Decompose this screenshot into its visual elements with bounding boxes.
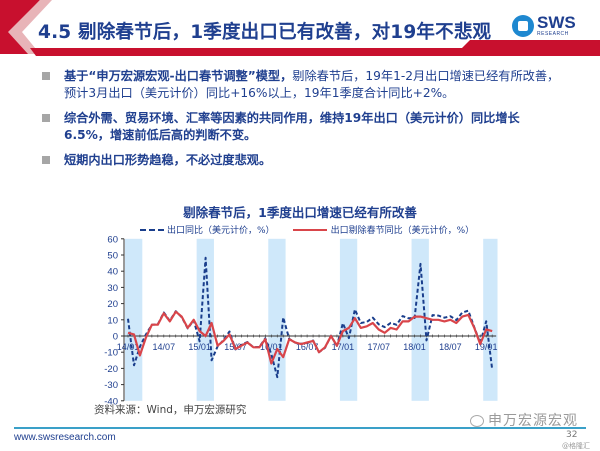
square-bullet-icon <box>42 72 50 80</box>
sws-logo-icon <box>512 14 534 37</box>
wechat-icon <box>470 415 484 427</box>
x-tick-label: 17/07 <box>367 342 390 352</box>
bullet-text: 剔除春节后，19年1-2月出口增速已经有所改善，预计3月出口（美元计价）同比+1… <box>64 69 560 100</box>
solid-line-swatch-icon <box>292 228 327 231</box>
y-tick-label: 40 <box>107 267 118 278</box>
square-bullet-icon <box>42 156 50 164</box>
x-tick-label: 18/07 <box>439 342 462 352</box>
bullet-bold-text: 基于“申万宏源宏观-出口春节调整”模型， <box>64 69 293 83</box>
logo-subtext: RESEARCH <box>537 31 569 37</box>
dashed-line-swatch-icon <box>140 228 164 231</box>
legend-item-export-yoy: 出口同比（美元计价，%） <box>140 223 275 236</box>
legend-label: 出口同比（美元计价，%） <box>167 226 275 236</box>
x-tick-label: 14/01 <box>117 342 140 352</box>
footer-divider <box>14 427 586 429</box>
y-tick-label: 0 <box>113 332 118 343</box>
sws-logo: SWS RESEARCH <box>512 14 576 37</box>
y-tick-label: -20 <box>104 364 118 375</box>
bullet-item: 综合外需、贸易环境、汇率等因素的共同作用，维持19年出口（美元计价）同比增长6.… <box>40 110 560 144</box>
header-decoration <box>0 0 600 56</box>
y-tick-label: 30 <box>107 283 118 294</box>
x-tick-label: 16/07 <box>296 342 319 352</box>
y-tick-label: 50 <box>107 251 118 262</box>
shaded-band <box>125 238 143 401</box>
chart-legend: 出口同比（美元计价，%） 出口剔除春节同比（美元计价，%） <box>140 223 492 236</box>
bullet-list: 基于“申万宏源宏观-出口春节调整”模型，剔除春节后，19年1-2月出口增速已经有… <box>40 68 560 177</box>
logo-text: SWS <box>537 13 576 32</box>
watermark-source: @格隆汇 <box>562 442 590 450</box>
chart-source: 资料来源：Wind，申万宏源研究 <box>94 404 247 416</box>
shaded-band <box>483 238 498 401</box>
y-tick-label: 10 <box>107 315 118 326</box>
x-tick-label: 14/07 <box>153 342 176 352</box>
bullet-item: 短期内出口形势趋稳，不必过度悲观。 <box>40 152 560 169</box>
series-export-adjusted <box>127 310 493 365</box>
page-title: 4.5 剔除春节后，1季度出口已有改善，对19年不悲观 <box>38 22 492 43</box>
x-tick-label: 16/01 <box>260 342 283 352</box>
y-tick-label: -40 <box>104 396 118 407</box>
legend-label: 出口剔除春节同比（美元计价，%） <box>330 226 475 236</box>
chart-title: 剔除春节后，1季度出口增速已经有所改善 <box>183 205 417 220</box>
y-tick-label: -30 <box>104 380 118 391</box>
y-tick-label: 20 <box>107 299 118 310</box>
bullet-item: 基于“申万宏源宏观-出口春节调整”模型，剔除春节后，19年1-2月出口增速已经有… <box>40 68 560 102</box>
footer-url[interactable]: www.swsresearch.com <box>14 432 116 443</box>
shaded-band <box>196 238 214 401</box>
watermark: 申万宏源宏观 <box>470 410 578 430</box>
x-tick-label: 18/01 <box>403 342 426 352</box>
bullet-bold-text: 综合外需、贸易环境、汇率等因素的共同作用，维持19年出口（美元计价）同比增长6.… <box>64 111 520 142</box>
x-tick-label: 15/01 <box>188 342 211 352</box>
shaded-band <box>411 238 429 401</box>
y-tick-label: 60 <box>107 234 118 245</box>
x-tick-label: 17/01 <box>332 342 355 352</box>
bullet-bold-text: 短期内出口形势趋稳，不必过度悲观。 <box>64 153 272 167</box>
shaded-band <box>339 238 358 401</box>
x-tick-label: 19/01 <box>475 342 498 352</box>
slide-header: 4.5 剔除春节后，1季度出口已有改善，对19年不悲观 SWS RESEARCH <box>0 0 600 60</box>
legend-item-export-adjusted: 出口剔除春节同比（美元计价，%） <box>292 223 475 236</box>
square-bullet-icon <box>42 114 50 122</box>
page-number: 32 <box>566 430 578 440</box>
y-tick-label: -10 <box>104 348 118 359</box>
